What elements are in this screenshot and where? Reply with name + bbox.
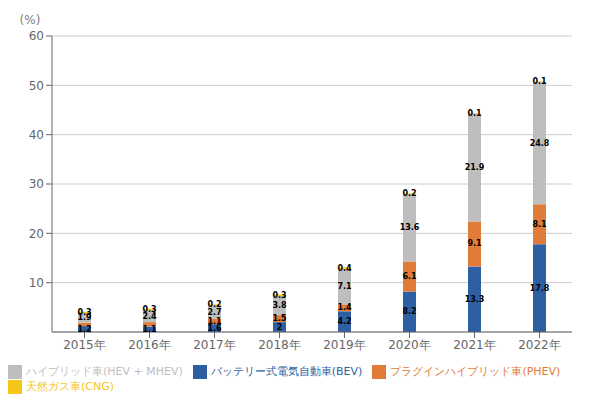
svg-text:0.2: 0.2: [402, 189, 416, 198]
svg-text:40: 40: [29, 128, 44, 142]
html-text:天然ガス車(CNG): 天然ガス車(CNG): [26, 380, 114, 393]
svg-text:1.9: 1.9: [77, 313, 92, 323]
html-text:バッテリー式電気自動車(BEV): バッテリー式電気自動車(BEV): [210, 365, 363, 378]
svg-text:2019年: 2019年: [323, 338, 366, 352]
svg-text:0.3: 0.3: [272, 291, 286, 300]
svg-text:1.6: 1.6: [207, 323, 222, 333]
svg-text:17.8: 17.8: [530, 284, 550, 293]
svg-text:2016年: 2016年: [128, 338, 171, 352]
svg-text:2018年: 2018年: [258, 338, 301, 352]
svg-text:1.5: 1.5: [272, 314, 287, 323]
svg-text:2.4: 2.4: [142, 311, 157, 321]
svg-text:0.2: 0.2: [207, 300, 221, 309]
svg-text:13.3: 13.3: [465, 295, 485, 304]
svg-text:20: 20: [29, 227, 44, 241]
svg-text:1.1: 1.1: [142, 325, 157, 334]
svg-text:0.3: 0.3: [142, 305, 156, 314]
svg-text:50: 50: [29, 79, 44, 93]
svg-text:60: 60: [29, 29, 44, 43]
svg-text:2.7: 2.7: [207, 307, 222, 317]
svg-text:1.1: 1.1: [207, 317, 222, 326]
svg-text:2022年: 2022年: [518, 338, 561, 352]
svg-text:3.8: 3.8: [272, 301, 287, 310]
svg-text:24.8: 24.8: [530, 139, 550, 148]
svg-text:0.4: 0.4: [337, 264, 352, 273]
svg-text:30: 30: [29, 177, 44, 191]
svg-text:10: 10: [29, 276, 44, 290]
svg-text:0.1: 0.1: [532, 77, 547, 86]
svg-text:21.9: 21.9: [465, 163, 485, 172]
svg-text:(%): (%): [20, 13, 41, 27]
html-text:ハイブリッド車(HEV + MHEV): ハイブリッド車(HEV + MHEV): [26, 365, 183, 378]
svg-text:9.1: 9.1: [467, 239, 482, 248]
html-text:プラグインハイブリッド車(PHEV): プラグインハイブリッド車(PHEV): [390, 365, 561, 378]
svg-text:0.3: 0.3: [77, 308, 91, 317]
svg-text:2021年: 2021年: [453, 338, 496, 352]
svg-text:8.2: 8.2: [402, 307, 416, 316]
svg-text:1.4: 1.4: [337, 303, 352, 312]
svg-text:2017年: 2017年: [193, 338, 236, 352]
svg-text:0.1: 0.1: [467, 109, 482, 118]
svg-text:6.1: 6.1: [402, 272, 417, 281]
svg-text:1.2: 1.2: [77, 325, 91, 334]
svg-text:4.2: 4.2: [337, 317, 351, 326]
svg-text:7.1: 7.1: [337, 282, 352, 291]
svg-text:8.1: 8.1: [532, 220, 547, 229]
svg-text:2: 2: [277, 323, 283, 332]
svg-text:2020年: 2020年: [388, 338, 431, 352]
svg-text:13.6: 13.6: [400, 223, 420, 232]
svg-text:2015年: 2015年: [63, 338, 106, 352]
